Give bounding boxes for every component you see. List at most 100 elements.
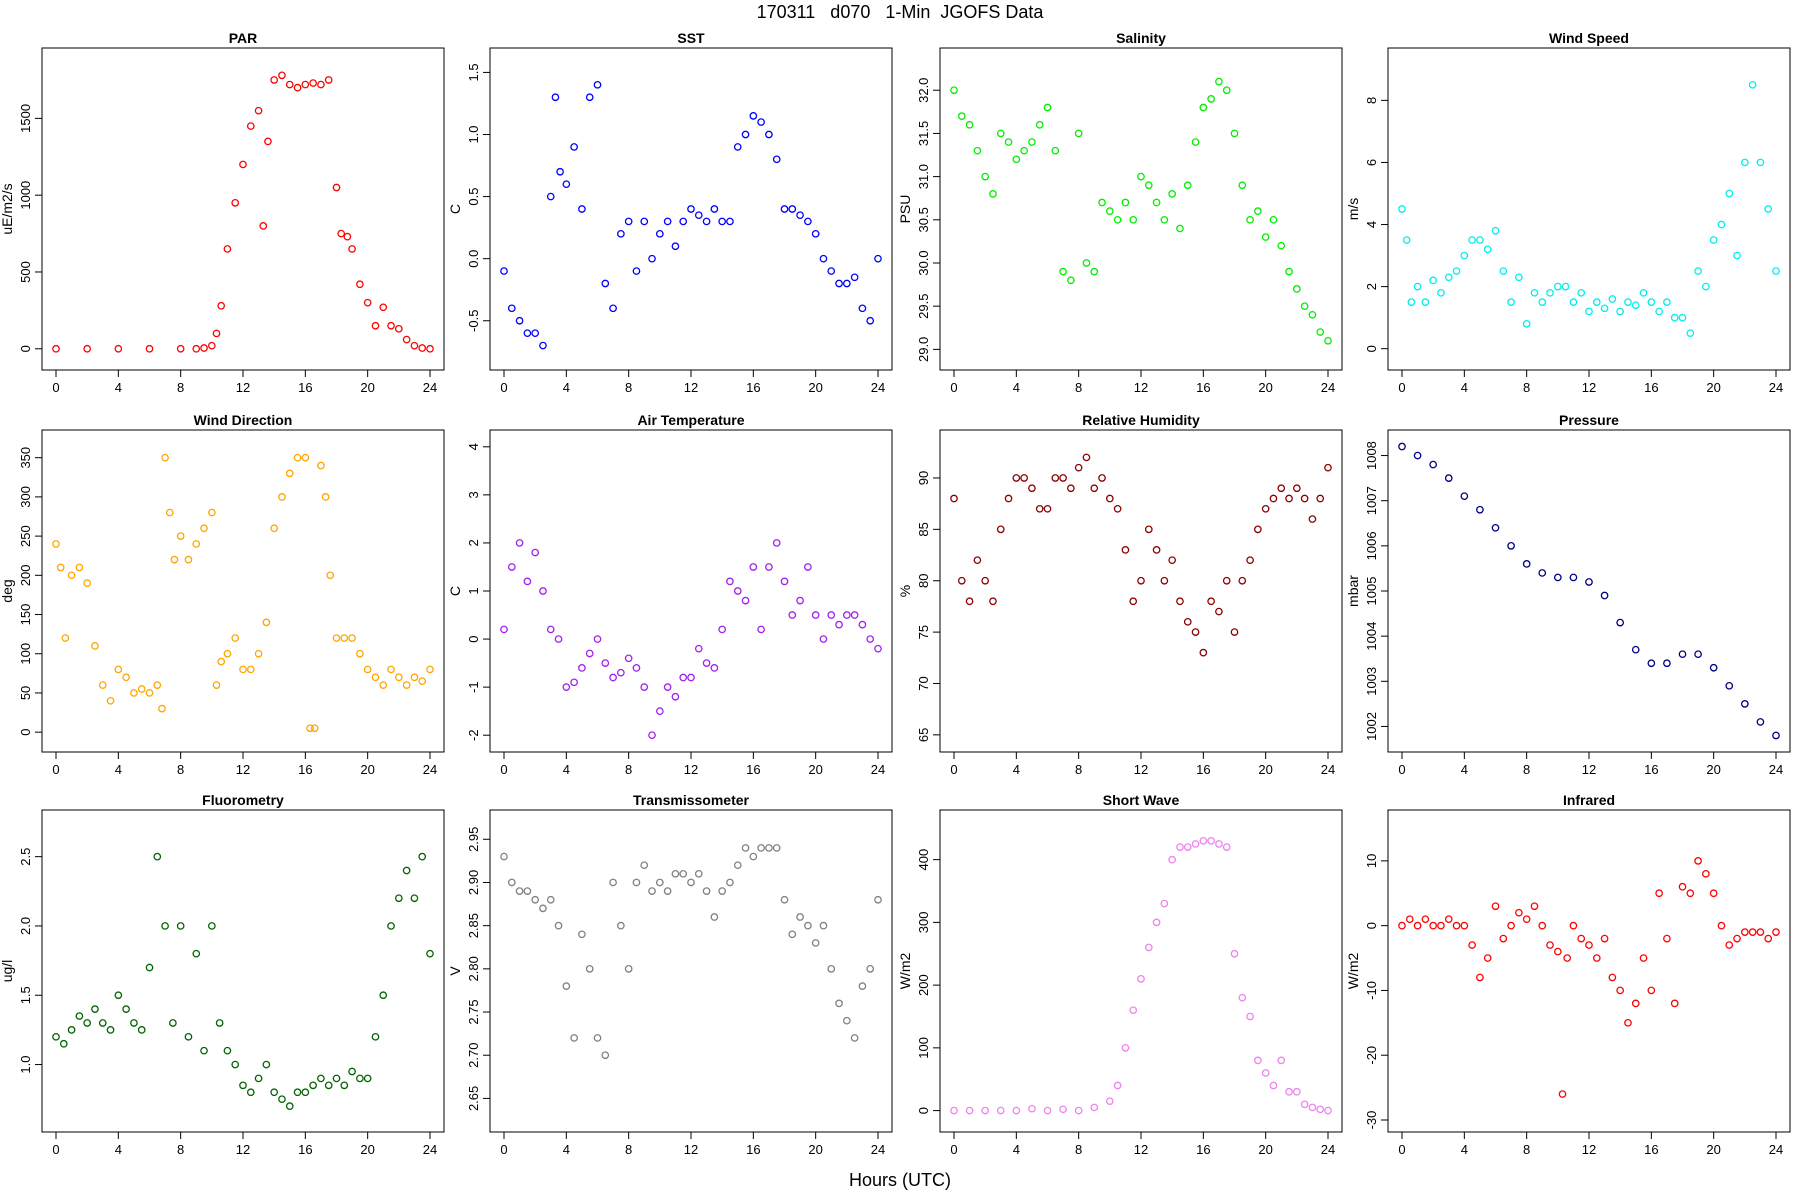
data-point xyxy=(866,635,875,643)
data-point xyxy=(1300,302,1309,311)
y-tick-label: 2 xyxy=(466,539,481,546)
panel-6: Relative Humidity 0 4 8 12 16 20 24 65 70 75 80 85 90… xyxy=(897,412,1343,777)
data-point xyxy=(1530,288,1539,297)
data-point xyxy=(996,129,1005,138)
y-tick-label: 90 xyxy=(916,471,931,485)
y-tick-label: 150 xyxy=(18,604,33,626)
data-point xyxy=(1207,597,1215,606)
data-point xyxy=(1144,943,1153,952)
x-tick-label: 16 xyxy=(1196,762,1210,777)
data-point xyxy=(819,635,828,643)
data-point xyxy=(780,577,789,586)
data-point xyxy=(1144,525,1153,534)
data-point xyxy=(332,1074,341,1083)
data-point xyxy=(578,930,586,939)
data-point xyxy=(264,137,272,146)
x-tick-label: 24 xyxy=(1769,380,1783,395)
x-tick-label: 12 xyxy=(1134,762,1148,777)
data-point xyxy=(1764,934,1773,943)
data-point xyxy=(546,625,555,634)
y-axis-label: W/m2 xyxy=(897,953,913,990)
y-tick-label: 1.0 xyxy=(18,1056,33,1074)
data-point xyxy=(1678,882,1687,891)
data-point xyxy=(293,1088,302,1097)
x-tick-label: 24 xyxy=(871,1142,885,1157)
data-point xyxy=(648,887,656,895)
data-point xyxy=(1733,934,1741,943)
x-tick-label: 4 xyxy=(563,1142,570,1157)
x-tick-label: 0 xyxy=(52,762,59,777)
y-tick-label: 1005 xyxy=(1364,577,1379,606)
data-point xyxy=(1717,220,1726,229)
data-point xyxy=(1308,1103,1317,1112)
data-point xyxy=(1183,843,1192,851)
y-tick-label: 500 xyxy=(18,261,33,283)
data-point xyxy=(1183,617,1192,626)
data-point xyxy=(52,540,60,548)
data-point xyxy=(1600,591,1609,600)
data-point xyxy=(254,1074,263,1083)
data-point xyxy=(835,620,843,629)
data-point xyxy=(192,540,201,548)
data-point xyxy=(1004,494,1013,503)
data-point xyxy=(324,76,333,84)
data-point xyxy=(648,254,656,263)
data-point xyxy=(1230,949,1239,958)
data-point xyxy=(741,130,750,139)
data-point xyxy=(780,895,789,904)
data-point xyxy=(1292,285,1301,293)
data-point xyxy=(562,683,571,691)
plot-frame xyxy=(41,47,445,371)
data-point xyxy=(1756,928,1765,936)
x-tick-label: 24 xyxy=(1321,1142,1335,1157)
data-point xyxy=(1515,273,1523,282)
data-point xyxy=(804,921,812,930)
data-point xyxy=(804,563,812,571)
data-point xyxy=(1012,1106,1021,1115)
plot-frame xyxy=(41,429,445,753)
data-point xyxy=(718,887,727,895)
data-point xyxy=(176,344,185,353)
data-point xyxy=(655,878,664,887)
data-point xyxy=(348,1067,356,1076)
data-point xyxy=(1624,1018,1632,1027)
y-tick-label: 400 xyxy=(916,849,931,871)
y-tick-label: 2.85 xyxy=(466,913,481,938)
data-point xyxy=(1546,941,1554,949)
data-point xyxy=(1300,1100,1309,1109)
y-tick-label: 1.0 xyxy=(466,125,481,143)
data-point xyxy=(562,982,571,990)
x-tick-label: 4 xyxy=(115,1142,122,1157)
x-tick-label: 4 xyxy=(1461,762,1468,777)
data-point xyxy=(371,673,380,682)
data-point xyxy=(996,525,1005,534)
data-point xyxy=(624,217,633,226)
y-tick-label: 30.5 xyxy=(916,207,931,232)
y-tick-label: -30 xyxy=(1364,1111,1379,1130)
data-point xyxy=(1074,463,1083,472)
data-point xyxy=(1561,282,1570,291)
data-point xyxy=(601,659,610,667)
data-point xyxy=(1398,921,1406,930)
data-point xyxy=(632,878,641,887)
data-point xyxy=(957,576,966,585)
panel-title: Fluorometry xyxy=(202,792,284,808)
data-point xyxy=(145,689,154,697)
data-point xyxy=(772,844,781,852)
y-tick-label: 10 xyxy=(1364,854,1379,868)
x-tick-label: 20 xyxy=(808,380,822,395)
x-tick-label: 4 xyxy=(1013,762,1020,777)
data-point xyxy=(67,1026,76,1034)
data-point xyxy=(842,279,851,288)
y-tick-label: 65 xyxy=(916,728,931,742)
x-tick-label: 16 xyxy=(298,762,312,777)
data-point xyxy=(130,1019,138,1027)
x-tick-label: 4 xyxy=(563,380,570,395)
data-point xyxy=(75,1012,84,1020)
data-point xyxy=(1137,576,1145,585)
plot-frame xyxy=(939,809,1343,1133)
x-tick-label: 0 xyxy=(1398,1142,1405,1157)
data-point xyxy=(1553,573,1562,582)
plot-frame xyxy=(1387,429,1791,753)
data-point xyxy=(710,913,719,921)
